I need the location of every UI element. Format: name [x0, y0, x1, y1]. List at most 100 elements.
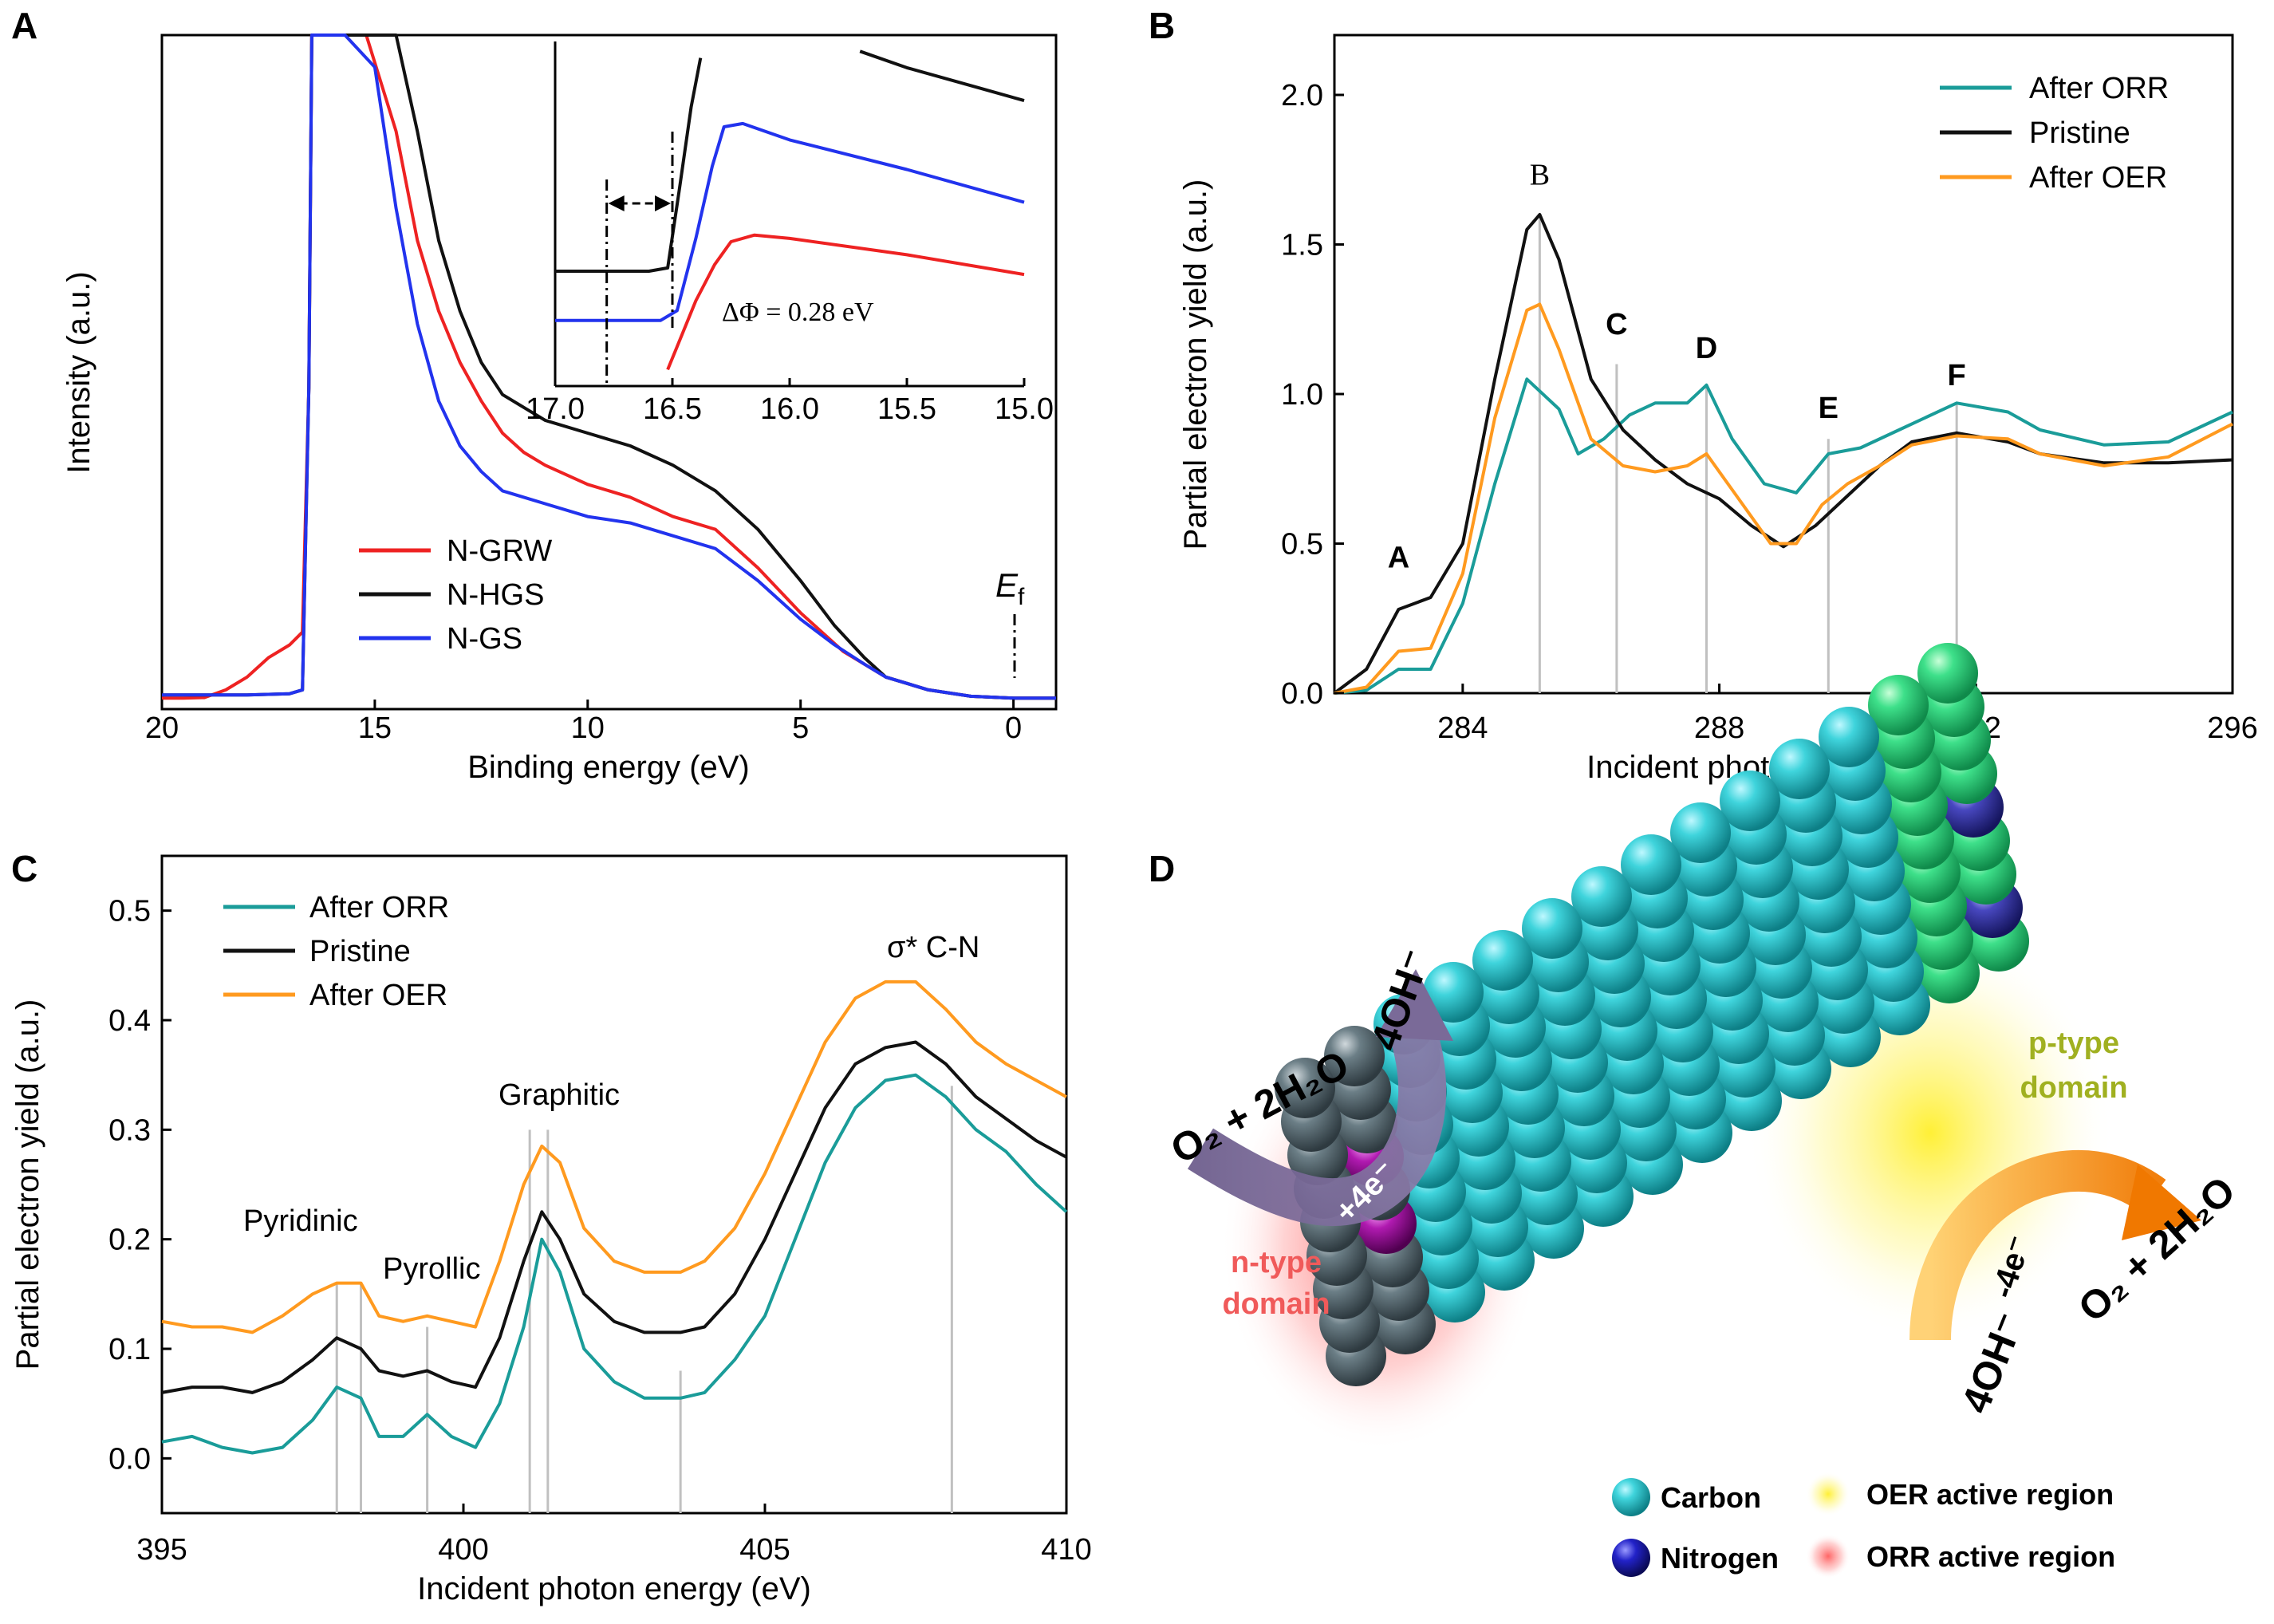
panel-a-x-tick-label: 10: [571, 711, 605, 745]
legend-label-after-oer: After OER: [2029, 161, 2167, 195]
panel-b-x-tick-label: 296: [2207, 711, 2257, 745]
panel-a-x-label: Binding energy (eV): [467, 750, 750, 785]
panel-b-y-tick-label: 2.0: [1281, 79, 1323, 112]
nitrogen-legend-label: Nitrogen: [1661, 1542, 1779, 1575]
panel-b-peak-label-e: E: [1819, 392, 1839, 425]
panel-b-y-label: Partial electron yield (a.u.): [1178, 179, 1213, 550]
panel-a-x-tick-label: 20: [145, 711, 179, 745]
panel-c-series-pristine: [161, 1040, 1067, 1394]
inset-series-n-gs: [555, 121, 1025, 322]
panel-b-letter: B: [1149, 5, 1175, 46]
orr-region-legend-icon: [1806, 1534, 1850, 1579]
inset-double-arrow: [608, 195, 671, 211]
n-type-domain-line2: domain: [1222, 1287, 1330, 1321]
carbon-atom: [1720, 771, 1780, 831]
peak-label-graphitic: Graphitic: [499, 1078, 620, 1112]
nitrogen-legend-icon: [1612, 1539, 1650, 1577]
inset-arrowhead-right: [655, 195, 671, 211]
inset-series-n-hgs-tail: [859, 49, 1025, 103]
carbon-atom: [1522, 898, 1582, 959]
panel-b-legend: After ORR Pristine After OER: [1940, 72, 2169, 195]
panel-c-y-tick-label: 0.5: [108, 895, 151, 928]
panel-b-y-tick-label: 0.0: [1281, 677, 1323, 711]
panel-b-y-ticks: 0.0 0.5 1.0 1.5 2.0: [1281, 79, 1344, 711]
panel-b-y-tick-label: 1.0: [1281, 378, 1323, 412]
panel-b-y-tick-label: 0.5: [1281, 528, 1323, 562]
panel-b-series-after-oer: [1334, 302, 2233, 695]
panel-b-series-pristine: [1333, 213, 2233, 695]
peak-label-pyrollic: Pyrollic: [383, 1252, 480, 1286]
inset-x-ticks: 17.0 16.5 16.0 15.5 15.0: [526, 378, 1054, 426]
panel-a-x-tick-label: 0: [1005, 711, 1022, 745]
panel-a-y-label: Intensity (a.u.): [61, 271, 97, 473]
panel-c-x-tick-label: 395: [136, 1533, 187, 1567]
carbon-legend-label: Carbon: [1661, 1481, 1761, 1514]
orr-arrowhead: [1376, 969, 1453, 1041]
panel-c-x-tick-label: 400: [438, 1533, 488, 1567]
panel-d-letter: D: [1149, 848, 1175, 889]
panel-a-letter: A: [11, 5, 37, 46]
n-type-domain-line1: n-type: [1231, 1246, 1322, 1279]
inset-x-tick-label: 16.0: [760, 392, 819, 426]
carbon-atom: [1571, 866, 1632, 927]
panel-b-peak-label-b: B: [1530, 159, 1550, 192]
panel-d-legend: Carbon Nitrogen OER active region ORR ac…: [1612, 1472, 2115, 1579]
panel-a-x-tick-label: 15: [358, 711, 392, 745]
panel-c-y-tick-label: 0.0: [108, 1442, 151, 1476]
carbon-legend-icon: [1612, 1478, 1650, 1516]
panel-c-frame: [160, 854, 1068, 1515]
panel-c-y-tick-label: 0.4: [108, 1004, 151, 1038]
legend-label-n-grw: N-GRW: [447, 534, 552, 568]
oer-region-legend-label: OER active region: [1866, 1478, 2114, 1511]
panel-c-x-tick-label: 405: [739, 1533, 790, 1567]
panel-c-x-ticks: 395 400 405 410: [136, 1504, 1092, 1567]
carbon-atom: [1670, 802, 1731, 863]
panel-c-guide-lines: [335, 1086, 953, 1513]
panel-c-series: [161, 980, 1068, 1455]
orr-region-legend-label: ORR active region: [1866, 1540, 2115, 1573]
p-type-domain-line1: p-type: [2028, 1027, 2119, 1060]
panel-c-x-tick-label: 410: [1041, 1533, 1091, 1567]
panel-c-x-label: Incident photon energy (eV): [417, 1571, 811, 1606]
carbon-atom: [1423, 962, 1484, 1023]
inset-delta-phi-label: ΔΦ = 0.28 eV: [722, 298, 874, 327]
panel-b-peak-label-c: C: [1606, 308, 1627, 341]
panel-a: A 20 15 10 5 0 Binding energy (eV) Intensity…: [11, 5, 1058, 785]
panel-c-y-tick-label: 0.3: [108, 1114, 151, 1147]
inset-x-tick-label: 15.0: [995, 392, 1054, 426]
legend-label-pristine-c: Pristine: [309, 935, 411, 968]
panel-b-y-tick-label: 1.5: [1281, 229, 1323, 262]
legend-label-after-oer-c: After OER: [309, 979, 447, 1012]
panel-a-ef-sub: f: [1018, 584, 1025, 610]
panel-c-series-after-oer: [161, 980, 1067, 1334]
panel-a-ef-main: E: [995, 566, 1019, 604]
inset-background: [555, 41, 1024, 386]
peak-label-sigma-cn: σ* C-N: [887, 931, 979, 964]
oer-arrowhead: [2122, 1165, 2201, 1240]
panel-a-legend: N-GRW N-HGS N-GS: [359, 534, 552, 656]
carbon-atom: [1769, 739, 1830, 799]
panel-b-peak-labels: A B C D E F: [1388, 159, 1966, 575]
panel-c-series-after-orr: [161, 1073, 1068, 1455]
panel-d: D O₂ + 2H₂O 4OH⁻ +4e⁻ n-type domain p-ty…: [1149, 643, 2244, 1579]
carbon-atom: [1472, 930, 1533, 991]
panel-a-x-ticks: 20 15 10 5 0: [145, 700, 1022, 745]
panel-a-x-tick-label: 5: [792, 711, 809, 745]
legend-label-pristine: Pristine: [2029, 116, 2130, 150]
panel-c: C 395 400 405 410 0.0 0.1 0.2 0.3 0.4 0.5 Pyridi…: [10, 848, 1092, 1606]
panel-a-frame: [160, 34, 1058, 711]
panel-b-series: [1333, 213, 2233, 695]
panel-b-frame: [1333, 34, 2234, 695]
panel-a-inset: 17.0 16.5 16.0 15.5 15.0 ΔΦ = 0.28 eV: [526, 41, 1054, 426]
panel-a-series: [162, 34, 1056, 700]
carbon-atom: [1275, 1058, 1335, 1118]
oer-region-legend-icon: [1806, 1472, 1850, 1516]
panel-b-series-after-orr: [1334, 377, 2233, 695]
legend-label-after-orr: After ORR: [2029, 72, 2169, 105]
panel-c-legend: After ORR Pristine After OER: [223, 891, 449, 1012]
carbon-atom: [1917, 643, 1978, 704]
panel-c-y-ticks: 0.0 0.1 0.2 0.3 0.4 0.5: [108, 895, 171, 1476]
panel-b-peak-label-d: D: [1696, 332, 1717, 365]
